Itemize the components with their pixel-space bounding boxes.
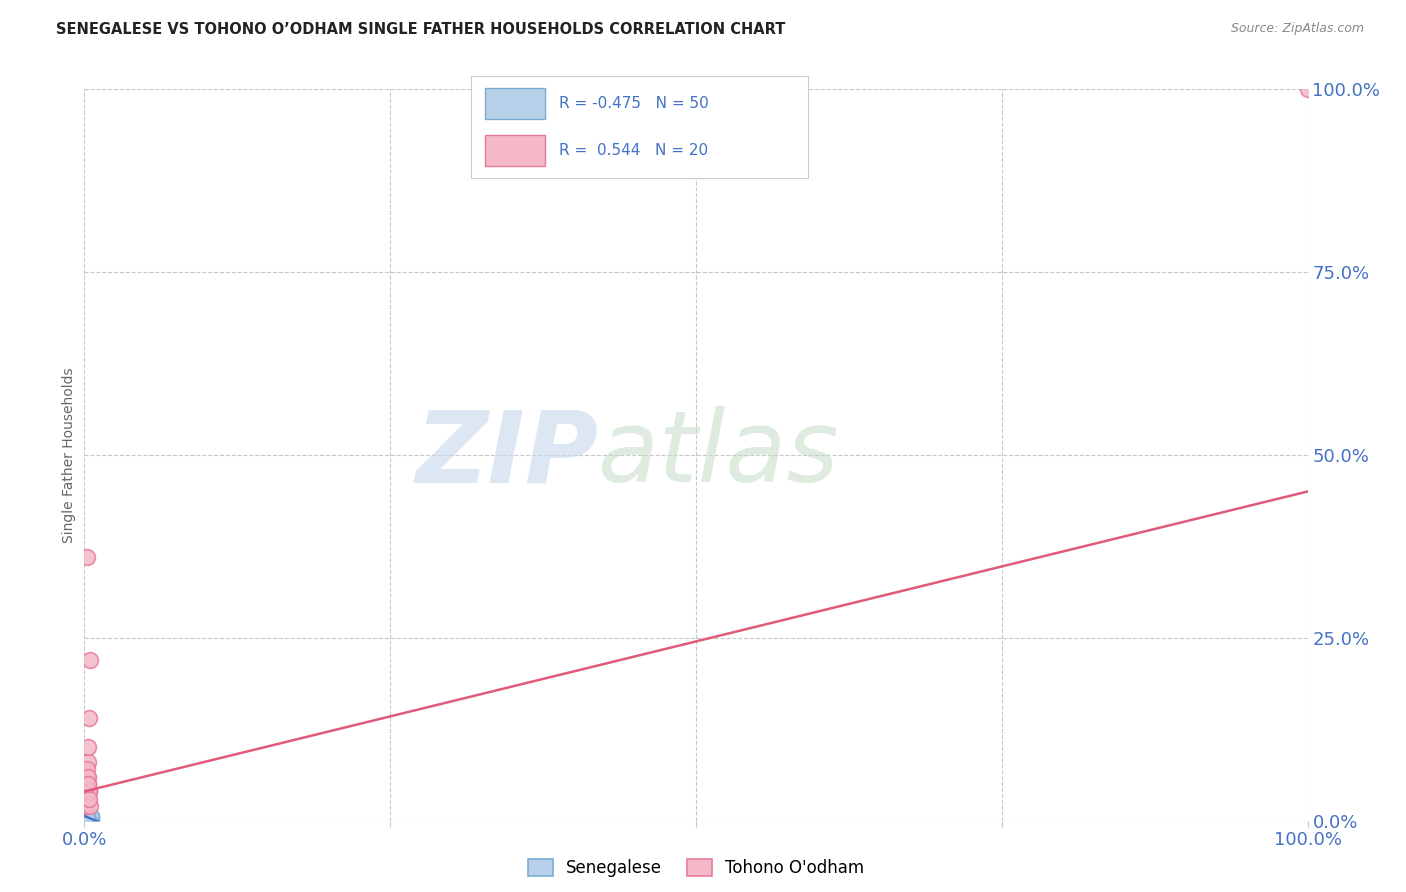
- Point: [77, 784, 100, 798]
- Point: [80, 810, 103, 824]
- Point: [79, 811, 101, 825]
- Point: [76, 770, 98, 784]
- Text: SENEGALESE VS TOHONO O’ODHAM SINGLE FATHER HOUSEHOLDS CORRELATION CHART: SENEGALESE VS TOHONO O’ODHAM SINGLE FATH…: [56, 22, 786, 37]
- Point: [76, 807, 98, 822]
- Point: [77, 777, 100, 791]
- Point: [77, 770, 100, 784]
- Point: [75, 799, 97, 814]
- Point: [77, 784, 100, 798]
- Point: [79, 812, 101, 826]
- Point: [75, 811, 97, 825]
- Point: [75, 811, 97, 825]
- Point: [1296, 82, 1319, 96]
- Point: [79, 799, 101, 814]
- Point: [76, 811, 98, 825]
- Point: [77, 755, 100, 769]
- Point: [76, 812, 98, 826]
- Point: [77, 811, 100, 825]
- Point: [80, 809, 103, 823]
- Point: [77, 812, 100, 826]
- Point: [77, 809, 100, 823]
- Point: [77, 812, 100, 826]
- Point: [77, 784, 100, 798]
- Point: [75, 809, 97, 823]
- Point: [77, 809, 100, 823]
- Point: [76, 811, 98, 825]
- Point: [76, 811, 98, 825]
- Point: [77, 807, 100, 822]
- Point: [79, 812, 101, 826]
- Point: [76, 791, 98, 805]
- Point: [77, 777, 100, 791]
- Point: [76, 807, 98, 822]
- Text: R = -0.475   N = 50: R = -0.475 N = 50: [558, 96, 709, 111]
- Point: [75, 811, 97, 825]
- Point: [79, 812, 101, 826]
- Point: [76, 763, 98, 777]
- Point: [75, 811, 97, 825]
- Point: [75, 808, 97, 822]
- Point: [77, 809, 100, 823]
- Point: [76, 810, 98, 824]
- Text: atlas: atlas: [598, 407, 839, 503]
- Text: R =  0.544   N = 20: R = 0.544 N = 20: [558, 144, 707, 158]
- Point: [77, 811, 100, 825]
- Point: [75, 809, 97, 823]
- Point: [77, 812, 100, 826]
- Point: [77, 812, 100, 826]
- Text: ZIP: ZIP: [415, 407, 598, 503]
- Point: [77, 807, 100, 822]
- Point: [79, 653, 101, 667]
- Point: [76, 807, 98, 822]
- Point: [77, 791, 100, 805]
- Point: [77, 807, 100, 822]
- Point: [77, 811, 100, 825]
- Point: [76, 812, 98, 826]
- Point: [77, 740, 100, 755]
- Y-axis label: Single Father Households: Single Father Households: [62, 368, 76, 542]
- Legend: Senegalese, Tohono O'odham: Senegalese, Tohono O'odham: [519, 851, 873, 886]
- Point: [77, 807, 100, 822]
- Point: [77, 791, 100, 805]
- Point: [76, 812, 98, 826]
- Point: [76, 810, 98, 824]
- Bar: [485, 88, 546, 119]
- Bar: [485, 136, 546, 166]
- Point: [77, 812, 100, 826]
- Point: [77, 810, 100, 824]
- Point: [77, 809, 100, 823]
- Point: [76, 812, 98, 826]
- Point: [76, 812, 98, 826]
- Point: [75, 812, 97, 826]
- Point: [77, 811, 100, 825]
- Point: [77, 711, 100, 725]
- Text: Source: ZipAtlas.com: Source: ZipAtlas.com: [1230, 22, 1364, 36]
- Point: [76, 550, 98, 565]
- Point: [77, 811, 100, 825]
- Point: [80, 812, 103, 826]
- Point: [75, 810, 97, 824]
- Point: [77, 811, 100, 825]
- Point: [77, 812, 100, 826]
- Point: [77, 777, 100, 791]
